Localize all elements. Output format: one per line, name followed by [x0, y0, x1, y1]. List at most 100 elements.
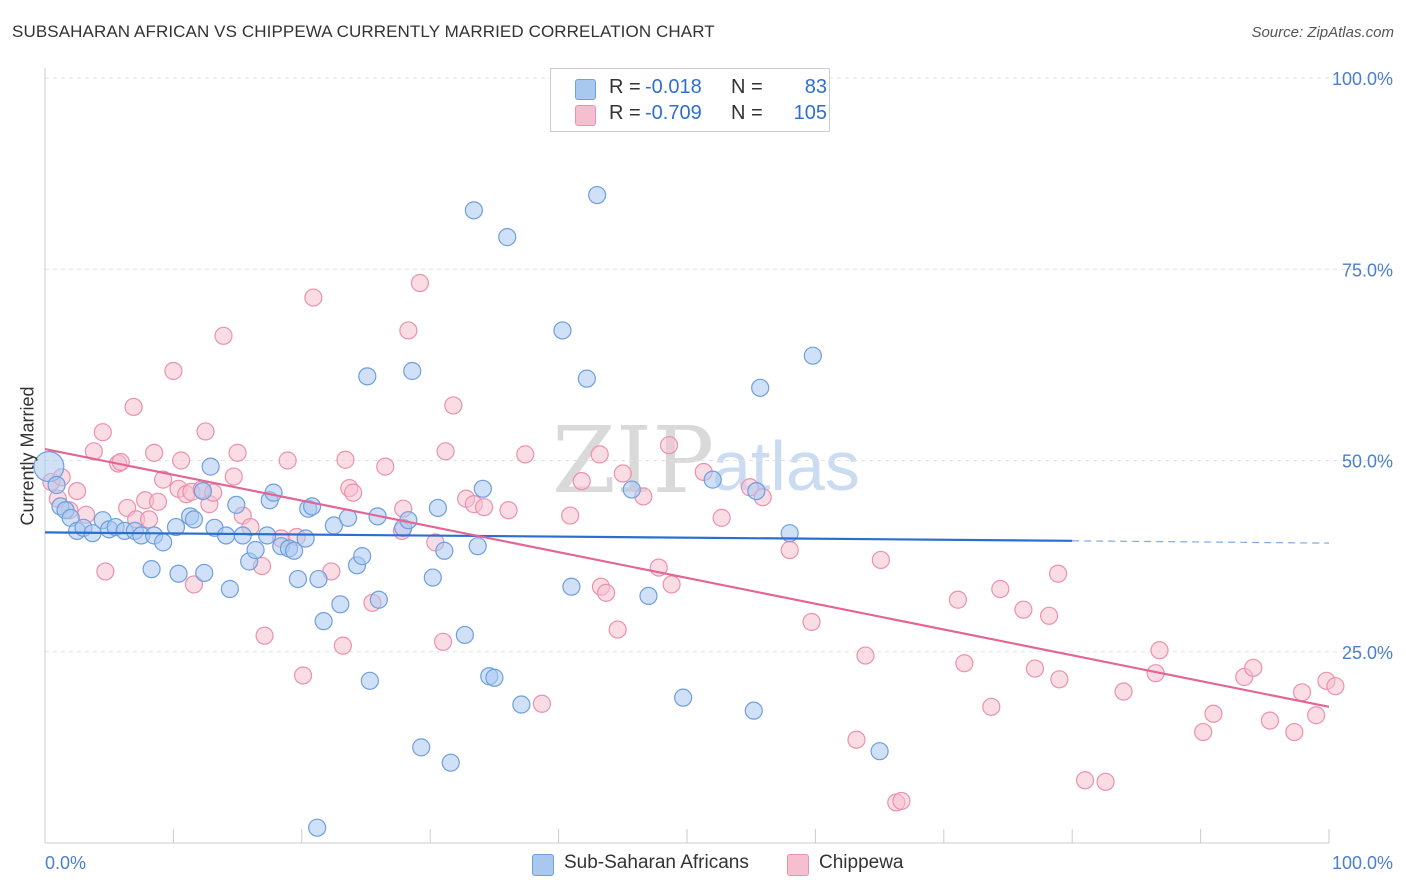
sub-saharan-point — [639, 586, 658, 606]
chippewa-point — [139, 510, 159, 529]
sub-saharan-point — [296, 529, 315, 548]
sub-saharan-point — [220, 579, 239, 599]
sub-saharan-point — [360, 671, 379, 690]
sub-saharan-point — [154, 533, 173, 552]
sub-saharan-point — [468, 537, 487, 556]
sub-saharan-point — [553, 321, 572, 340]
chippewa-point — [955, 654, 974, 673]
legend-label: Sub-Saharan Africans — [564, 852, 749, 873]
sub-saharan-point — [233, 526, 252, 545]
chippewa-point — [444, 396, 463, 415]
sub-saharan-point — [166, 517, 186, 537]
chippewa-point — [154, 470, 173, 489]
sub-saharan-point — [803, 346, 822, 365]
chippewa-point — [1048, 564, 1068, 583]
chippewa-point — [278, 451, 297, 470]
chippewa-point — [608, 620, 627, 639]
chippewa-point — [662, 575, 681, 594]
chippewa-point — [67, 482, 87, 501]
sub-saharan-point — [358, 367, 377, 386]
blue-swatch-icon — [532, 854, 554, 876]
sub-saharan-point — [403, 361, 422, 381]
sub-saharan-point — [314, 612, 333, 631]
chippewa-point — [856, 646, 875, 665]
chippewa-point — [1075, 771, 1095, 790]
chippewa-point — [1292, 683, 1312, 702]
stats-legend: R = -0.018 N = 83 R = -0.709 N = 105 — [550, 68, 830, 132]
chippewa-point — [1050, 670, 1069, 689]
chippewa-point — [124, 397, 143, 417]
sub-saharan-point — [195, 563, 214, 583]
sub-saharan-point — [562, 577, 581, 596]
sub-saharan-point — [258, 526, 277, 545]
sub-saharan-point — [747, 482, 766, 501]
sub-saharan-point — [744, 701, 763, 720]
chippewa-point — [1014, 600, 1033, 619]
chippewa-point — [991, 579, 1010, 599]
sub-saharan-point — [751, 378, 770, 397]
sub-saharan-point — [577, 369, 596, 388]
sub-saharan-point — [193, 482, 213, 501]
r-label: R = — [609, 76, 641, 98]
chippewa-point — [214, 326, 233, 345]
chippewa-point — [499, 501, 518, 520]
source-label: Source: ZipAtlas.com — [1251, 24, 1394, 41]
chippewa-point — [516, 445, 535, 464]
x-tick-label: 0.0% — [45, 853, 86, 873]
sub-saharan-point — [588, 185, 607, 205]
sub-saharan-point — [428, 498, 448, 518]
sub-saharan-point — [473, 479, 492, 498]
sub-saharan-point — [246, 540, 265, 560]
chippewa-point — [561, 506, 580, 525]
sub-saharan-point — [227, 495, 246, 514]
chippewa-point — [1244, 658, 1263, 677]
sub-saharan-point — [216, 526, 236, 545]
chippewa-trend-line — [44, 447, 1330, 708]
pink-swatch-icon — [575, 105, 596, 126]
sub-saharan-point — [412, 738, 431, 757]
sub-saharan-point — [485, 668, 504, 687]
sub-saharan-point — [142, 560, 161, 579]
blue-swatch-icon — [575, 79, 596, 100]
sub-saharan-point — [498, 228, 517, 247]
chippewa-point — [572, 472, 591, 491]
chippewa-point — [228, 443, 247, 462]
n-label: N = — [731, 102, 763, 124]
sub-saharan-point — [308, 818, 327, 837]
chippewa-point — [1260, 711, 1280, 730]
watermark-atlas: atlas — [712, 427, 860, 505]
chippewa-point — [293, 666, 313, 685]
chippewa-point — [1204, 704, 1223, 723]
chippewa-point — [780, 540, 799, 560]
n-value: 83 — [804, 76, 827, 98]
sub-saharan-point — [435, 541, 454, 560]
sub-saharan-point — [703, 470, 722, 489]
y-tick-label: 25.0% — [1342, 643, 1393, 663]
chippewa-point — [1096, 772, 1115, 791]
sub-saharan-point — [674, 688, 693, 707]
chippewa-point — [659, 436, 679, 455]
chippewa-point — [871, 550, 890, 570]
sub-saharan-point — [455, 625, 474, 645]
chippewa-point — [148, 492, 168, 511]
y-tick-label: 75.0% — [1342, 260, 1393, 280]
chippewa-point — [164, 361, 183, 381]
chippewa-point — [376, 457, 395, 476]
chippewa-point — [224, 467, 243, 486]
chippewa-point — [1150, 641, 1169, 660]
chippewa-point — [1285, 722, 1304, 742]
chippewa-point — [948, 590, 968, 609]
chippewa-point — [1307, 706, 1326, 725]
chippewa-point — [399, 321, 418, 340]
pink-swatch-icon — [787, 854, 809, 876]
sub-saharan-point — [512, 695, 531, 714]
n-value: 105 — [793, 102, 827, 124]
sub-saharan-point — [423, 568, 442, 587]
chippewa-point — [712, 508, 731, 527]
chippewa-point — [1326, 677, 1345, 696]
chippewa-point — [532, 694, 552, 713]
sub-saharan-point — [464, 201, 483, 220]
sub-saharan-point — [369, 590, 388, 609]
n-label: N = — [731, 76, 763, 98]
